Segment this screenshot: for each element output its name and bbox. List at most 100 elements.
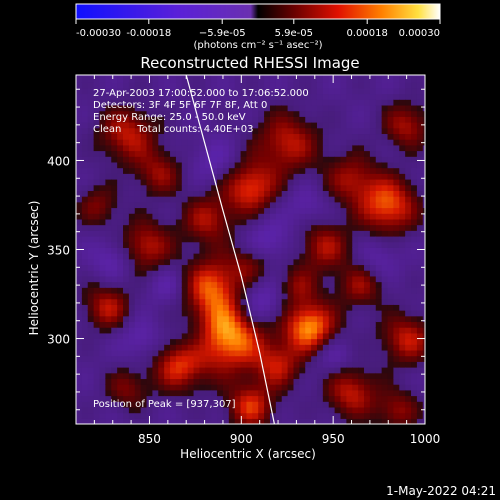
- heatmap-cell: [217, 292, 224, 300]
- heatmap-cell: [134, 264, 142, 271]
- heatmap-cell: [293, 184, 300, 191]
- heatmap-cell: [275, 213, 283, 220]
- heatmap-cell: [422, 218, 425, 226]
- heatmap-cell: [246, 327, 253, 334]
- heatmap-cell: [340, 338, 347, 345]
- heatmap-cell: [293, 99, 300, 106]
- heatmap-cell: [193, 190, 201, 197]
- heatmap-cell: [316, 178, 324, 186]
- heatmap-cell: [246, 190, 253, 197]
- heatmap-cell: [411, 75, 418, 78]
- heatmap-cell: [381, 321, 389, 328]
- heatmap-cell: [134, 167, 142, 174]
- heatmap-cell: [158, 235, 165, 243]
- heatmap-cell: [240, 127, 248, 135]
- heatmap-cell: [422, 82, 425, 89]
- heatmap-cell: [334, 139, 342, 146]
- heatmap-cell: [205, 355, 212, 362]
- heatmap-cell: [234, 230, 242, 237]
- colorbar: [75, 3, 441, 20]
- heatmap-cell: [134, 270, 142, 277]
- heatmap-cell: [287, 367, 295, 374]
- heatmap-cell: [217, 213, 224, 220]
- heatmap-cell: [240, 253, 248, 260]
- heatmap-cell: [293, 76, 300, 83]
- heatmap-cell: [322, 104, 330, 112]
- heatmap-cell: [164, 93, 171, 100]
- heatmap-cell: [258, 406, 265, 414]
- heatmap-cell: [199, 401, 206, 408]
- heatmap-cell: [134, 281, 142, 288]
- heatmap-cell: [252, 127, 259, 135]
- heatmap-cell: [128, 218, 136, 226]
- heatmap-cell: [375, 258, 383, 266]
- heatmap-cell: [111, 384, 118, 391]
- heatmap-cell: [81, 235, 89, 243]
- annotation-time-range: 27-Apr-2003 17:00:52.000 to 17:06:52.000: [93, 88, 309, 99]
- heatmap-cell: [134, 361, 142, 368]
- heatmap-cell: [269, 122, 277, 129]
- heatmap-cell: [405, 264, 412, 271]
- heatmap-cell: [140, 281, 148, 288]
- heatmap-cell: [111, 287, 118, 294]
- heatmap-cell: [399, 224, 406, 231]
- heatmap-cell: [193, 332, 201, 340]
- heatmap-cell: [175, 218, 183, 226]
- heatmap-cell: [358, 401, 365, 408]
- heatmap-cell: [170, 361, 177, 368]
- heatmap-cell: [299, 247, 306, 254]
- heatmap-cell: [393, 230, 400, 237]
- heatmap-cell: [287, 344, 295, 351]
- heatmap-cell: [76, 355, 83, 362]
- heatmap-cell: [93, 401, 101, 408]
- heatmap-cell: [140, 213, 148, 220]
- heatmap-cell: [111, 298, 118, 305]
- heatmap-cell: [346, 412, 353, 419]
- heatmap-cell: [217, 87, 224, 95]
- heatmap-cell: [416, 338, 424, 345]
- heatmap-cell: [381, 264, 389, 271]
- heatmap-cell: [269, 406, 277, 414]
- heatmap-cell: [369, 401, 377, 408]
- heatmap-cell: [299, 93, 306, 100]
- heatmap-cell: [305, 110, 312, 117]
- heatmap-cell: [111, 122, 118, 129]
- heatmap-cell: [111, 218, 118, 226]
- heatmap-cell: [211, 110, 218, 117]
- heatmap-cell: [158, 418, 165, 424]
- heatmap-cell: [158, 76, 165, 83]
- heatmap-cell: [199, 178, 206, 186]
- heatmap-cell: [305, 349, 312, 357]
- heatmap-cell: [217, 281, 224, 288]
- heatmap-cell: [228, 349, 236, 357]
- heatmap-cell: [416, 82, 424, 89]
- heatmap-cell: [316, 87, 324, 95]
- heatmap-cell: [128, 304, 136, 311]
- heatmap-cell: [393, 104, 400, 112]
- heatmap-cell: [234, 75, 242, 78]
- heatmap-cell: [228, 93, 236, 100]
- heatmap-cell: [199, 196, 206, 203]
- heatmap-cell: [181, 201, 189, 209]
- heatmap-cell: [311, 321, 318, 328]
- heatmap-cell: [175, 270, 183, 277]
- heatmap-cell: [99, 224, 106, 231]
- heatmap-cell: [128, 253, 136, 260]
- heatmap-cell: [105, 389, 112, 397]
- heatmap-cell: [105, 167, 112, 174]
- heatmap-cell: [123, 418, 130, 424]
- heatmap-cell: [369, 122, 377, 129]
- heatmap-cell: [405, 218, 412, 226]
- heatmap-cell: [187, 75, 195, 78]
- heatmap-cell: [352, 406, 359, 414]
- heatmap-cell: [293, 338, 300, 345]
- heatmap-cell: [99, 247, 106, 254]
- heatmap-cell: [222, 292, 230, 300]
- heatmap-cell: [364, 230, 371, 237]
- x-tick-label: 950: [322, 432, 345, 446]
- heatmap-cell: [364, 156, 371, 163]
- heatmap-cell: [375, 161, 383, 169]
- heatmap-cell: [146, 332, 154, 340]
- heatmap-cell: [258, 156, 265, 163]
- heatmap-cell: [364, 190, 371, 197]
